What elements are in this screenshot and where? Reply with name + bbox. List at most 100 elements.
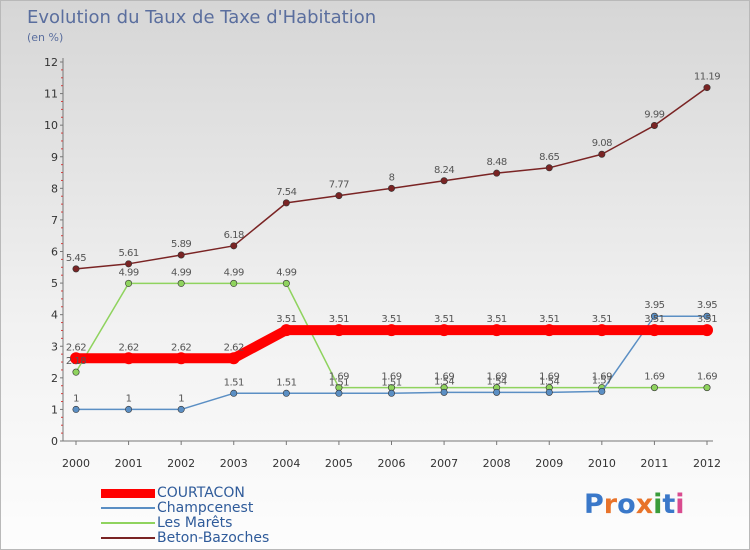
data-label: 11.19 — [694, 72, 720, 83]
legend-swatch-les-marets — [101, 522, 155, 524]
data-label: 1 — [73, 393, 79, 404]
data-label: 9.99 — [644, 109, 664, 120]
data-point — [230, 242, 238, 250]
legend-item-courtacon: COURTACON — [101, 485, 245, 501]
data-label: 8 — [389, 172, 395, 183]
data-point — [438, 324, 451, 337]
logo-letter: t — [662, 489, 676, 520]
data-label: 5.45 — [66, 253, 86, 264]
data-point — [493, 388, 501, 396]
chart-title: Evolution du Taux de Taxe d'Habitation — [27, 7, 377, 28]
data-label: 7.77 — [329, 180, 349, 191]
data-point — [332, 324, 345, 337]
x-tick-label: 2012 — [693, 457, 721, 470]
data-label: 1.51 — [224, 377, 244, 388]
data-point — [177, 405, 185, 413]
data-label: 3.51 — [329, 314, 349, 325]
legend-item-beton-bazoches: Beton-Bazoches — [101, 530, 269, 546]
data-label: 1.69 — [539, 372, 559, 383]
data-label: 2.62 — [171, 342, 191, 353]
y-tick-label: 10 — [44, 119, 58, 132]
data-label: 3.51 — [592, 314, 612, 325]
logo-letter: P — [584, 489, 604, 520]
x-tick-label: 2004 — [272, 457, 300, 470]
y-tick-label: 8 — [51, 182, 58, 195]
data-point — [72, 368, 80, 376]
data-label: 3.51 — [381, 314, 401, 325]
data-point — [598, 387, 606, 395]
data-point — [282, 199, 290, 207]
data-point — [440, 388, 448, 396]
data-point — [648, 324, 661, 337]
data-label: 1.54 — [487, 376, 507, 387]
data-point — [598, 150, 606, 158]
proxiti-logo: Proxiti — [584, 489, 685, 520]
data-label: 1.69 — [434, 372, 454, 383]
data-label: 3.51 — [434, 314, 454, 325]
data-label: 1.69 — [381, 372, 401, 383]
data-label: 1.51 — [276, 377, 296, 388]
data-label: 2.62 — [118, 342, 138, 353]
legend-swatch-courtacon — [101, 488, 155, 498]
data-point — [703, 84, 711, 92]
data-label: 5.89 — [171, 239, 191, 250]
data-point — [280, 324, 293, 337]
data-point — [230, 389, 238, 397]
x-tick-label: 2008 — [483, 457, 511, 470]
data-point — [335, 192, 343, 200]
data-label: 1.57 — [592, 375, 612, 386]
data-point — [385, 324, 398, 337]
data-point — [125, 279, 133, 287]
data-label: 1 — [178, 393, 184, 404]
data-point — [70, 352, 82, 365]
x-tick-label: 2010 — [588, 457, 616, 470]
data-label: 9.08 — [592, 138, 612, 149]
data-label: 8.24 — [434, 165, 454, 176]
logo-letter: r — [603, 489, 618, 520]
y-tick-label: 1 — [51, 403, 58, 416]
data-label: 4.99 — [224, 267, 244, 278]
data-point — [650, 384, 658, 392]
y-tick-label: 9 — [51, 151, 58, 164]
data-label: 1.54 — [539, 376, 559, 387]
data-point — [703, 384, 711, 392]
legend-item-les-marets: Les Marêts — [101, 515, 232, 531]
data-point — [493, 169, 501, 177]
legend-item-champcenest: Champcenest — [101, 500, 253, 516]
legend-swatch-beton-bazoches — [101, 537, 155, 539]
legend-label-champcenest: Champcenest — [157, 500, 254, 516]
data-label: 4.99 — [118, 267, 138, 278]
data-point — [545, 164, 553, 172]
data-label: 1.51 — [329, 377, 349, 388]
data-label: 2.62 — [66, 342, 86, 353]
x-tick-label: 2002 — [167, 457, 195, 470]
data-label: 1.54 — [434, 376, 454, 387]
data-point — [545, 388, 553, 396]
logo-letter: x — [635, 489, 654, 520]
y-tick-label: 6 — [51, 246, 58, 259]
data-label: 1 — [126, 393, 132, 404]
data-label: 1.69 — [697, 372, 717, 383]
data-point — [122, 352, 135, 365]
data-point — [230, 279, 238, 287]
data-point — [72, 265, 80, 273]
legend-swatch-champcenest — [101, 507, 155, 509]
x-tick-label: 2005 — [325, 457, 353, 470]
data-point — [125, 260, 133, 268]
data-point — [650, 312, 658, 320]
data-point — [701, 324, 713, 337]
data-point — [125, 405, 133, 413]
data-label: 7.54 — [276, 187, 296, 198]
x-tick-label: 2007 — [430, 457, 458, 470]
x-tick-label: 2001 — [115, 457, 143, 470]
data-point — [335, 389, 343, 397]
data-label: 8.48 — [487, 157, 507, 168]
data-label: 8.65 — [539, 152, 559, 163]
data-point — [282, 389, 290, 397]
data-label: 3.51 — [539, 314, 559, 325]
data-label: 1.69 — [487, 372, 507, 383]
y-tick-label: 11 — [44, 88, 58, 101]
x-tick-label: 2000 — [62, 457, 90, 470]
data-point — [440, 177, 448, 185]
